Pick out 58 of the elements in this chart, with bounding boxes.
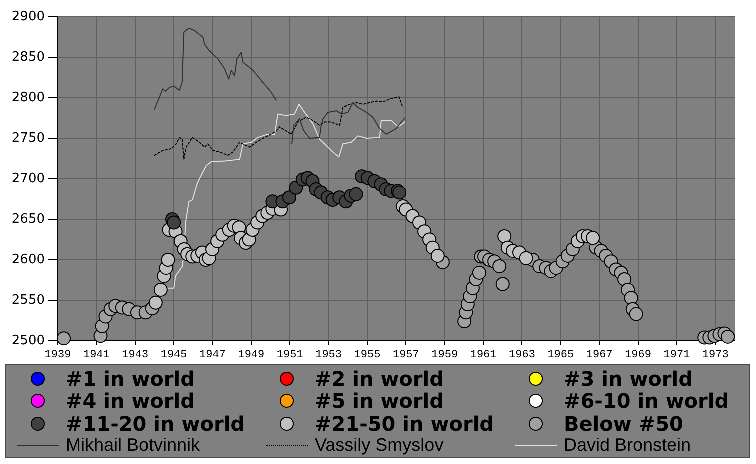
point xyxy=(148,296,163,310)
legend-label: #1 in world xyxy=(66,367,195,391)
x-tick-label: 1959 xyxy=(432,350,458,362)
x-tick-label: 1963 xyxy=(509,350,536,362)
point xyxy=(586,231,600,246)
x-tick-label: 1939 xyxy=(44,350,72,362)
point xyxy=(629,307,644,322)
x-tick-label: 1953 xyxy=(316,350,342,362)
point xyxy=(498,230,512,244)
point xyxy=(161,253,176,267)
legend-label: #21-50 in world xyxy=(315,412,494,436)
point xyxy=(154,282,168,297)
legend-label: David Bronstein xyxy=(564,435,692,456)
x-tick-label: 1957 xyxy=(392,350,420,362)
legend-label: #5 in world xyxy=(315,389,444,414)
x-tick-label: 1945 xyxy=(160,350,188,362)
y-tick-label: 2650 xyxy=(12,212,45,227)
legend-label: #11-20 in world xyxy=(66,412,245,436)
point xyxy=(430,248,445,263)
y-tick-label: 2550 xyxy=(12,292,45,308)
point xyxy=(56,332,71,346)
legend-label: #4 in world xyxy=(66,389,195,414)
point xyxy=(167,216,182,230)
x-tick-label: 1965 xyxy=(548,350,574,362)
point xyxy=(472,266,486,280)
x-tick-label: 1967 xyxy=(586,350,613,362)
x-tick-label: 1949 xyxy=(238,350,265,362)
y-tick-label: 2700 xyxy=(12,171,45,186)
x-tick-label: 1951 xyxy=(276,350,304,362)
x-tick-label: 1955 xyxy=(354,350,381,362)
legend-label: #3 in world xyxy=(564,367,693,391)
legend-label: Below #50 xyxy=(564,412,684,436)
x-tick-label: 1973 xyxy=(702,350,729,362)
point xyxy=(282,190,297,205)
legend-label: Mikhail Botvinnik xyxy=(66,435,200,456)
x-tick-label: 1971 xyxy=(664,350,691,362)
point xyxy=(519,251,534,266)
y-tick-label: 2900 xyxy=(12,9,45,24)
x-tick-label: 1943 xyxy=(122,350,149,362)
y-tick-label: 2850 xyxy=(12,50,45,65)
point xyxy=(349,187,364,202)
point xyxy=(492,259,507,274)
line-series xyxy=(154,96,404,160)
x-tick-label: 1969 xyxy=(625,350,652,362)
point xyxy=(624,291,638,306)
x-tick-label: 1961 xyxy=(470,350,498,362)
point xyxy=(721,330,736,344)
x-tick-label: 1941 xyxy=(83,350,110,362)
point xyxy=(618,272,632,286)
y-tick-label: 2800 xyxy=(12,90,45,106)
y-tick-label: 2600 xyxy=(12,252,45,268)
point xyxy=(496,277,510,292)
y-tick-label: 2500 xyxy=(12,333,45,348)
x-tick-label: 1947 xyxy=(200,350,226,362)
legend-label: Vassily Smyslov xyxy=(315,435,444,456)
y-tick-label: 2750 xyxy=(12,130,45,146)
legend-label: #2 in world xyxy=(315,367,444,391)
legend-label: #6-10 in world xyxy=(564,389,730,414)
